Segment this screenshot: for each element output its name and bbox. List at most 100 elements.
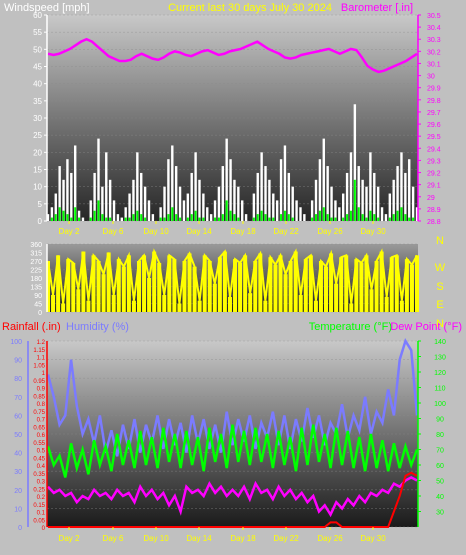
windspeed-bar (392, 179, 395, 221)
direction-bar (81, 251, 86, 312)
direction-bar (71, 262, 76, 312)
barometer-tick-label: 29.6 (427, 122, 441, 129)
windspeed-bar (400, 152, 403, 221)
direction-bar (268, 257, 273, 312)
windspeed-bar (190, 172, 193, 221)
rain-tick-label: 0.45 (33, 456, 45, 462)
direction-bar (394, 255, 399, 312)
windspeed-bar (233, 179, 236, 221)
direction-bar (349, 303, 354, 312)
direction-bar (46, 261, 50, 312)
gust-bar (357, 207, 360, 221)
period-title: Current last 30 days July 30 2024 (168, 2, 332, 14)
windspeed-bar (365, 186, 368, 221)
windspeed-bar (206, 207, 209, 221)
rain-tick-label: 0.85 (33, 394, 45, 400)
gust-bar (186, 217, 189, 221)
windspeed-bar (384, 214, 388, 221)
gust-bar (101, 214, 104, 221)
windspeed-bar (221, 166, 224, 221)
gust-bar (97, 200, 100, 221)
humidity-tick-label: 10 (14, 506, 22, 513)
barometer-tick-label: 29 (427, 195, 435, 202)
temperature-tick-label: 90 (436, 417, 444, 424)
temperature-line (46, 424, 419, 478)
barometer-tick-label: 29.9 (427, 86, 441, 93)
climate-x-label: Day 6 (103, 534, 124, 543)
gust-bar (408, 217, 411, 221)
gust-bar (89, 217, 92, 221)
barometer-tick-label: 30.4 (427, 25, 441, 32)
windspeed-bar (73, 145, 77, 221)
climate-x-label: Day 26 (317, 534, 343, 543)
rain-tick-label: 0.6 (37, 433, 46, 439)
windspeed-bar (299, 207, 302, 221)
climate-x-label: Day 30 (360, 534, 386, 543)
windspeed-bar (244, 214, 248, 221)
windspeed-bar (112, 200, 116, 221)
humidity-tick-label: 50 (14, 432, 22, 439)
windspeed-bar (388, 193, 392, 221)
rain-tick-label: 0.65 (33, 425, 45, 431)
gust-bar (128, 217, 131, 221)
wind-x-label: Day 2 (59, 227, 80, 236)
direction-bar (313, 300, 318, 312)
direction-bar (359, 262, 364, 312)
direction-bar (248, 293, 253, 312)
gust-bar (280, 214, 283, 221)
barometer-tick-label: 28.9 (427, 207, 441, 214)
gust-bar (194, 210, 197, 221)
direction-bar (288, 261, 293, 312)
gust-bar (346, 214, 349, 221)
temperature-title: Temperature (°F) (309, 321, 392, 333)
direction-bar (263, 300, 268, 312)
direction-line (47, 248, 418, 304)
gust-bar (58, 207, 61, 221)
direction-bar (111, 295, 116, 312)
windspeed-bar (66, 159, 69, 221)
direction-tick-label: 45 (34, 302, 42, 309)
direction-bar (318, 261, 323, 312)
humidity-tick-label: 100 (10, 339, 22, 346)
direction-bar (273, 264, 278, 312)
climate-x-label: Day 10 (143, 534, 169, 543)
rain-tick-label: 0.2 (37, 495, 46, 501)
direction-bar (76, 289, 81, 312)
wind-tick-label: 40 (33, 80, 42, 89)
windspeed-bar (132, 179, 135, 221)
windspeed-bar (303, 214, 306, 221)
barometer-line (47, 37, 418, 74)
direction-bar (369, 289, 374, 312)
gust-bar (392, 214, 395, 221)
direction-bar (217, 257, 222, 312)
gust-bar (171, 207, 174, 221)
direction-bar (182, 261, 187, 312)
windspeed-bar (225, 138, 228, 221)
temperature-tick-label: 60 (436, 463, 444, 470)
direction-tick-label: 90 (34, 293, 42, 300)
gust-bar (159, 217, 162, 221)
barometer-tick-label: 29.3 (427, 158, 441, 165)
wind-x-label: Day 26 (317, 227, 343, 236)
windspeed-bar (264, 166, 267, 221)
gust-bar (311, 217, 314, 221)
rain-tick-label: 0.55 (33, 441, 45, 447)
gust-bar (78, 217, 81, 221)
barometer-tick-label: 30.5 (427, 13, 441, 20)
wind-x-label: Day 6 (103, 227, 124, 236)
wind-tick-label: 20 (33, 148, 42, 157)
windspeed-title: Windspeed [mph] (4, 2, 90, 14)
windspeed-bar (275, 200, 279, 221)
wind-x-label: Day 18 (230, 227, 256, 236)
direction-bar (126, 255, 131, 312)
windspeed-bar (124, 207, 127, 221)
gust-bar (109, 217, 112, 221)
gust-bar (214, 217, 217, 221)
wind-tick-label: 15 (33, 166, 42, 175)
gust-bar (268, 217, 271, 221)
direction-tick-label: 180 (30, 276, 42, 283)
windspeed-bar (97, 138, 100, 221)
windspeed-bar (81, 217, 85, 221)
windspeed-bar (241, 200, 244, 221)
